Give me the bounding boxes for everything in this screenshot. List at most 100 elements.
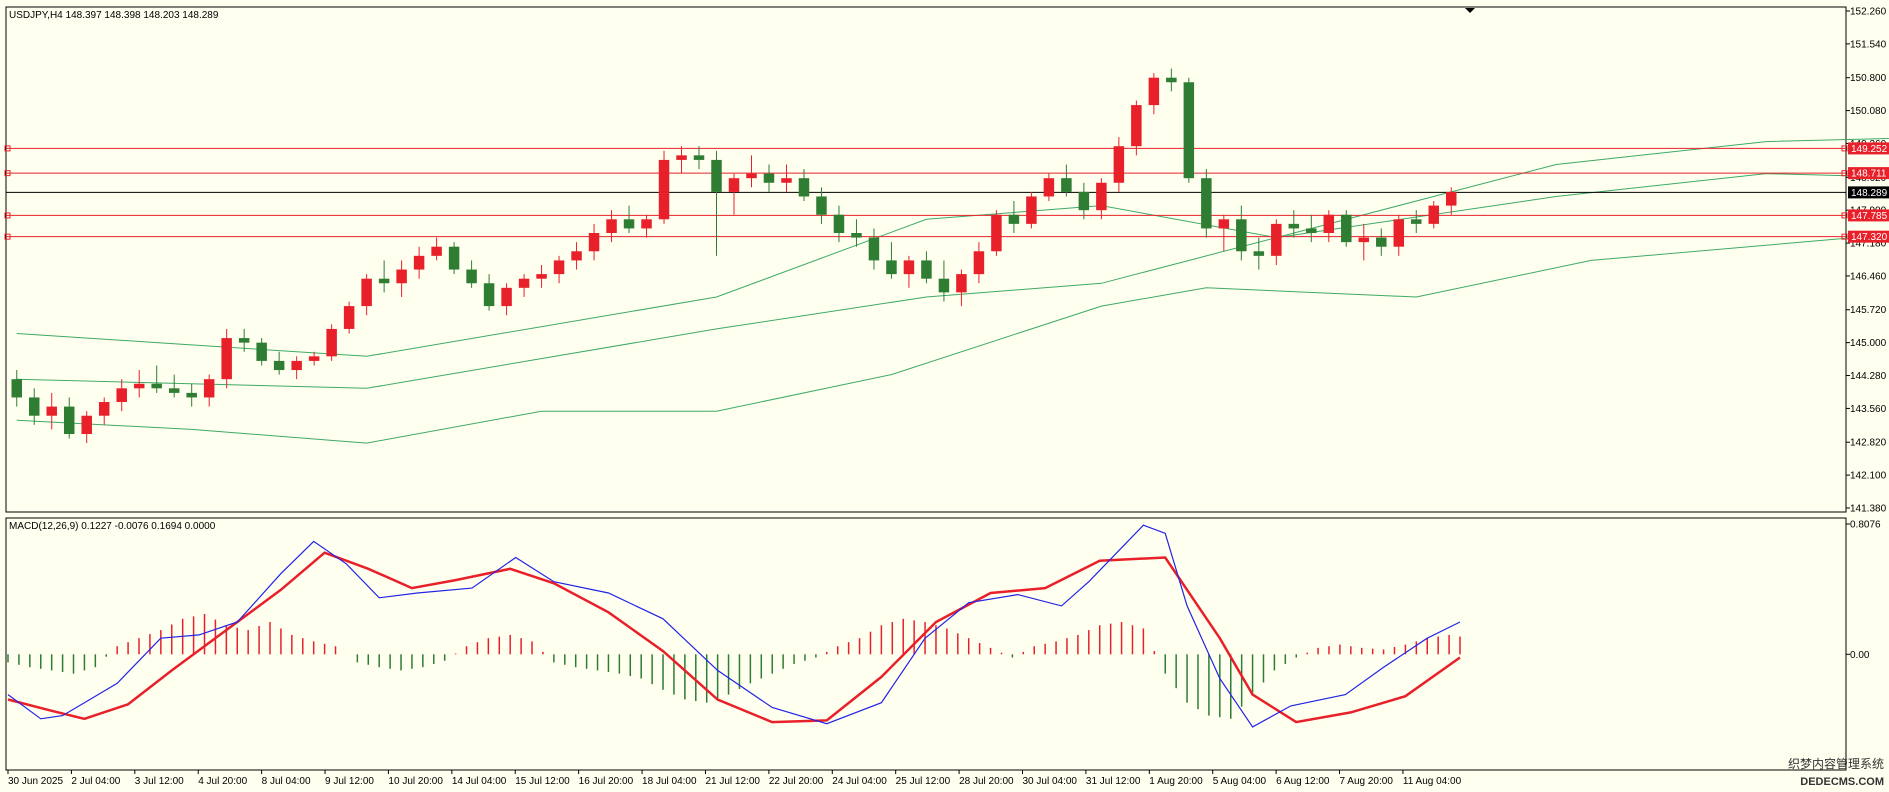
candle: [221, 328, 232, 389]
price-tick-label: 145.000: [1850, 338, 1887, 349]
time-label: 28 Jul 20:00: [959, 776, 1014, 787]
candle: [518, 274, 530, 297]
price-tick-label: 141.380: [1850, 504, 1887, 515]
current-price-label: 148.289: [1851, 188, 1888, 199]
scroll-arrow-icon[interactable]: [1465, 8, 1475, 13]
candle: [1306, 214, 1317, 243]
candle-body: [641, 219, 652, 229]
candle: [588, 223, 600, 261]
time-axis: 30 Jun 2025 2 Jul 04:00 3 Jul 12:00 4 Jul 2…: [7, 770, 1462, 787]
candle-body: [396, 269, 407, 284]
candle: [308, 351, 320, 366]
candle: [1026, 191, 1037, 229]
candle: [81, 411, 92, 444]
candle-body: [746, 173, 757, 179]
candle: [326, 324, 337, 361]
time-label: 11 Aug 04:00: [1403, 776, 1462, 787]
candle: [781, 164, 792, 192]
candle: [291, 356, 302, 380]
candle-body: [1113, 146, 1125, 183]
candle-body: [833, 214, 845, 234]
level-badge: [1848, 209, 1889, 222]
candle: [763, 164, 775, 192]
level-handle: [1841, 212, 1848, 219]
time-label: 15 Jul 12:00: [515, 776, 570, 787]
candle-body: [308, 356, 320, 361]
candle-body: [448, 246, 460, 270]
candle: [186, 383, 197, 407]
candle: [606, 210, 617, 243]
macd-panel[interactable]: 0.8076 0.00 MACD(12,26,9) 0.1227 -0.0076 …: [5, 517, 1881, 771]
macd-lines: [7, 524, 1461, 728]
candle-body: [1236, 219, 1247, 252]
candle-body: [378, 278, 390, 284]
time-label: 16 Jul 20:00: [579, 776, 634, 787]
candle: [868, 228, 880, 270]
candle: [378, 260, 390, 293]
candle: [728, 173, 740, 215]
candle-body: [1341, 214, 1352, 243]
candle-body: [483, 283, 495, 307]
time-label: 4 Jul 20:00: [198, 776, 247, 787]
candle: [711, 150, 722, 256]
candle: [116, 379, 127, 412]
time-label: 7 Aug 20:00: [1340, 776, 1394, 787]
price-tick-label: 143.560: [1850, 404, 1887, 415]
candle-body: [361, 278, 372, 307]
candle: [1131, 100, 1142, 156]
candle-body: [938, 278, 950, 293]
current-price-badge: [1848, 186, 1889, 199]
candle: [1323, 210, 1335, 243]
candle-body: [903, 260, 915, 275]
time-label: 30 Jun 2025: [8, 776, 63, 787]
watermark-zh: 织梦内容管理系统: [1788, 756, 1884, 771]
candle: [693, 146, 705, 170]
candle-body: [518, 278, 530, 288]
candle: [798, 169, 810, 202]
candle: [886, 242, 897, 279]
candle-body: [186, 392, 197, 398]
macd-line: [7, 524, 1461, 728]
time-label: 30 Jul 04:00: [1022, 776, 1077, 787]
candle-body: [1306, 228, 1317, 234]
candle-body: [466, 269, 477, 284]
candle: [1271, 219, 1282, 265]
candle: [501, 283, 512, 316]
bollinger-lower: [16, 237, 1889, 444]
time-label: 22 Jul 20:00: [769, 776, 824, 787]
candle: [1166, 68, 1177, 92]
candle-body: [63, 406, 75, 434]
time-label: 14 Jul 04:00: [452, 776, 507, 787]
candle-body: [501, 287, 512, 307]
level-badge: [1848, 167, 1889, 180]
level-label: 147.785: [1851, 211, 1888, 222]
candle-body: [956, 274, 967, 293]
candle: [903, 255, 915, 288]
candle-body: [1131, 105, 1142, 147]
time-label: 18 Jul 04:00: [642, 776, 697, 787]
candle: [1288, 210, 1300, 238]
candle: [256, 338, 267, 366]
watermark: 织梦内容管理系统 DEDECMS.COM: [1788, 756, 1884, 788]
macd-title: MACD(12,26,9) 0.1227 -0.0076 0.1694 0.00…: [9, 521, 216, 532]
price-tick-label: 142.100: [1850, 471, 1887, 482]
candle: [921, 251, 932, 284]
candle: [553, 255, 565, 284]
candle-body: [1288, 223, 1300, 229]
candle-body: [431, 246, 442, 256]
candle: [151, 365, 162, 393]
candle-body: [816, 196, 827, 215]
time-label: 2 Jul 04:00: [71, 776, 120, 787]
candle-body: [1411, 219, 1422, 224]
candle: [956, 269, 967, 307]
price-panel[interactable]: 152.260151.540150.800150.080149.360148.6…: [4, 6, 1889, 515]
time-label: 1 Aug 20:00: [1149, 776, 1203, 787]
candle: [1113, 137, 1125, 192]
candle-body: [1043, 178, 1055, 197]
candle: [1201, 169, 1212, 238]
level-handle: [4, 170, 11, 177]
candle-body: [256, 342, 267, 361]
price-tick-label: 150.800: [1850, 73, 1887, 84]
time-label: 9 Jul 12:00: [325, 776, 374, 787]
